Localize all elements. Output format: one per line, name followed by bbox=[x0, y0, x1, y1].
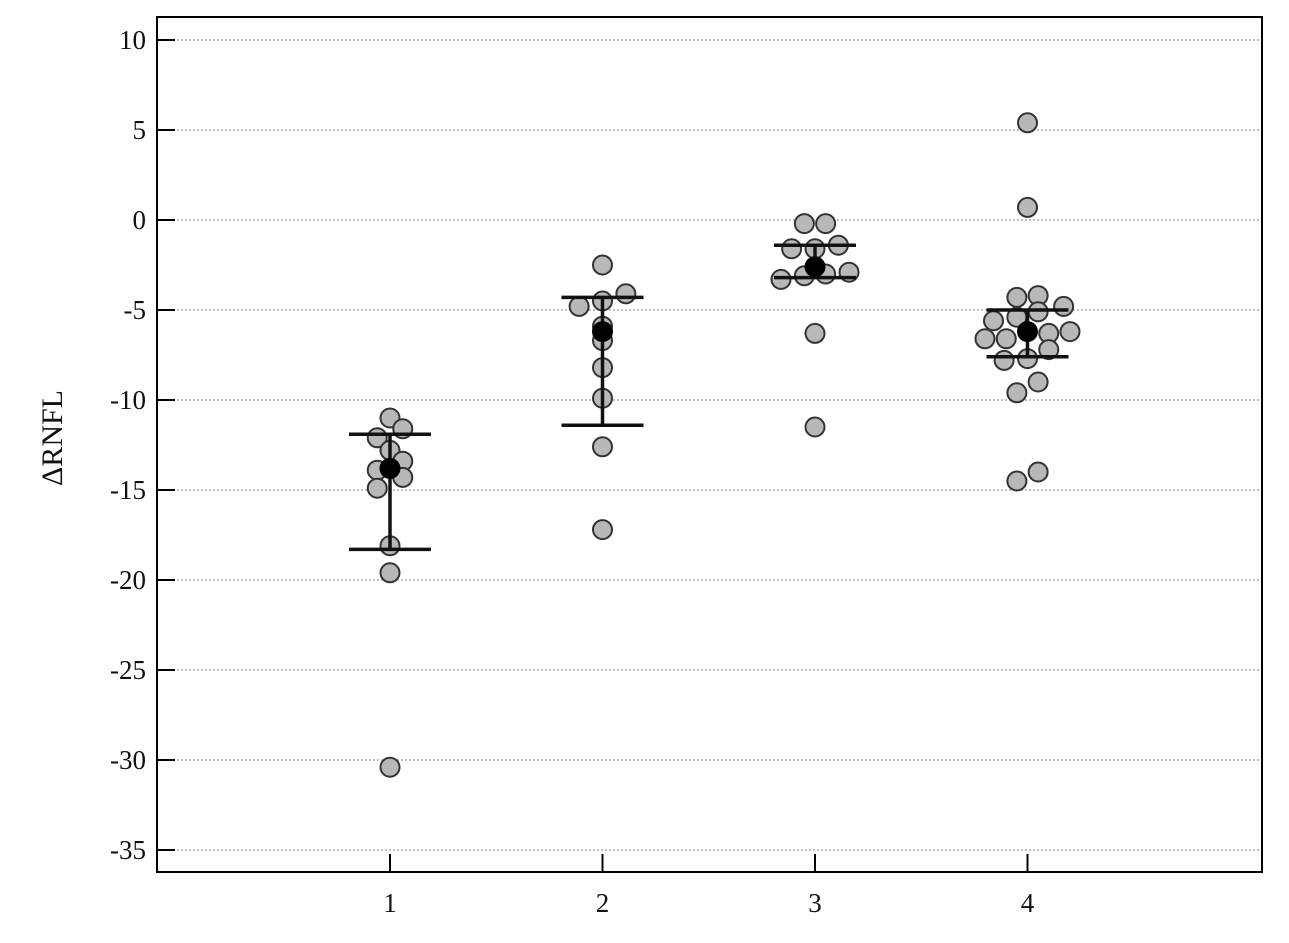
data-point-group-1 bbox=[366, 477, 388, 499]
data-point-group-2 bbox=[592, 519, 613, 541]
data-point-group-4 bbox=[974, 328, 996, 350]
data-point-group-3 bbox=[781, 238, 803, 260]
x-tick-label: 1 bbox=[383, 888, 397, 918]
plot-frame bbox=[156, 16, 1263, 873]
data-point-group-2 bbox=[615, 283, 637, 305]
y-tick-label: -30 bbox=[110, 745, 146, 775]
mean-marker-4 bbox=[1017, 321, 1038, 343]
data-point-group-4 bbox=[1053, 295, 1075, 317]
y-axis: 10 5 0 -5 -10 -15 -20 -25 -30 -35 bbox=[110, 25, 175, 865]
x-tick-label: 4 bbox=[1021, 888, 1035, 918]
confidence-intervals bbox=[349, 243, 1069, 552]
data-point-group-3 bbox=[770, 268, 792, 290]
data-point-group-2 bbox=[568, 295, 590, 317]
x-axis: 1 2 3 4 bbox=[383, 854, 1035, 918]
data-point-group-1 bbox=[379, 756, 401, 778]
mean-marker-3 bbox=[804, 256, 826, 278]
x-tick-label: 2 bbox=[596, 888, 610, 918]
data-points bbox=[366, 112, 1081, 778]
data-point-group-4 bbox=[1006, 470, 1028, 492]
mean-marker-2 bbox=[592, 321, 613, 343]
data-point-group-4 bbox=[1027, 461, 1049, 483]
y-tick-label: -5 bbox=[124, 295, 147, 325]
y-tick-label: 10 bbox=[119, 25, 146, 55]
y-axis-title: ΔRNFL bbox=[36, 390, 69, 486]
y-tick-label: -25 bbox=[110, 655, 146, 685]
data-point-group-4 bbox=[1006, 382, 1028, 404]
group-means bbox=[379, 256, 1038, 479]
data-point-group-4 bbox=[1006, 286, 1028, 308]
data-point-group-3 bbox=[815, 213, 837, 235]
mean-marker-1 bbox=[379, 457, 401, 479]
data-point-group-1 bbox=[379, 562, 401, 584]
data-point-group-4 bbox=[983, 310, 1004, 332]
y-tick-label: -20 bbox=[110, 565, 146, 595]
data-point-group-4 bbox=[1017, 112, 1038, 134]
data-point-group-3 bbox=[804, 416, 826, 438]
y-tick-label: 5 bbox=[133, 115, 147, 145]
y-tick-label: -35 bbox=[110, 835, 146, 865]
y-tick-label: -15 bbox=[110, 475, 146, 505]
data-point-group-3 bbox=[793, 213, 815, 235]
data-point-group-2 bbox=[592, 254, 613, 276]
data-point-group-4 bbox=[1017, 196, 1038, 218]
x-tick-label: 3 bbox=[808, 888, 822, 918]
data-point-group-4 bbox=[1027, 301, 1049, 323]
y-tick-label: 0 bbox=[133, 205, 147, 235]
data-point-group-4 bbox=[995, 328, 1017, 350]
data-point-group-4 bbox=[1027, 371, 1049, 393]
data-point-group-3 bbox=[804, 322, 826, 344]
y-tick-label: -10 bbox=[110, 385, 146, 415]
data-point-group-4 bbox=[1059, 321, 1081, 343]
gridlines bbox=[157, 39, 1260, 851]
data-point-group-2 bbox=[592, 436, 613, 458]
data-point-group-4 bbox=[1038, 339, 1060, 361]
data-point-group-4 bbox=[993, 349, 1015, 371]
